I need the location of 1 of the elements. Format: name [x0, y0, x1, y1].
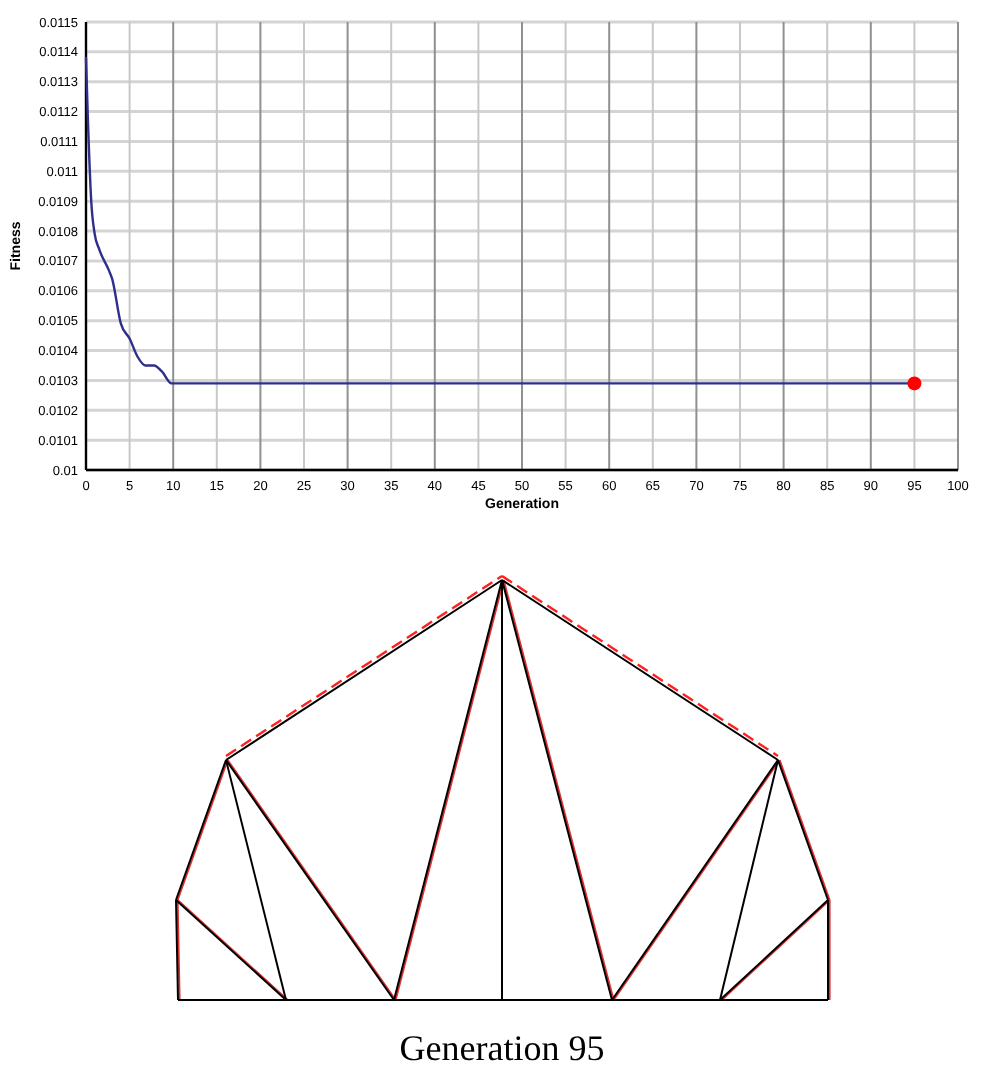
- text: Generation 95: [399, 1028, 605, 1068]
